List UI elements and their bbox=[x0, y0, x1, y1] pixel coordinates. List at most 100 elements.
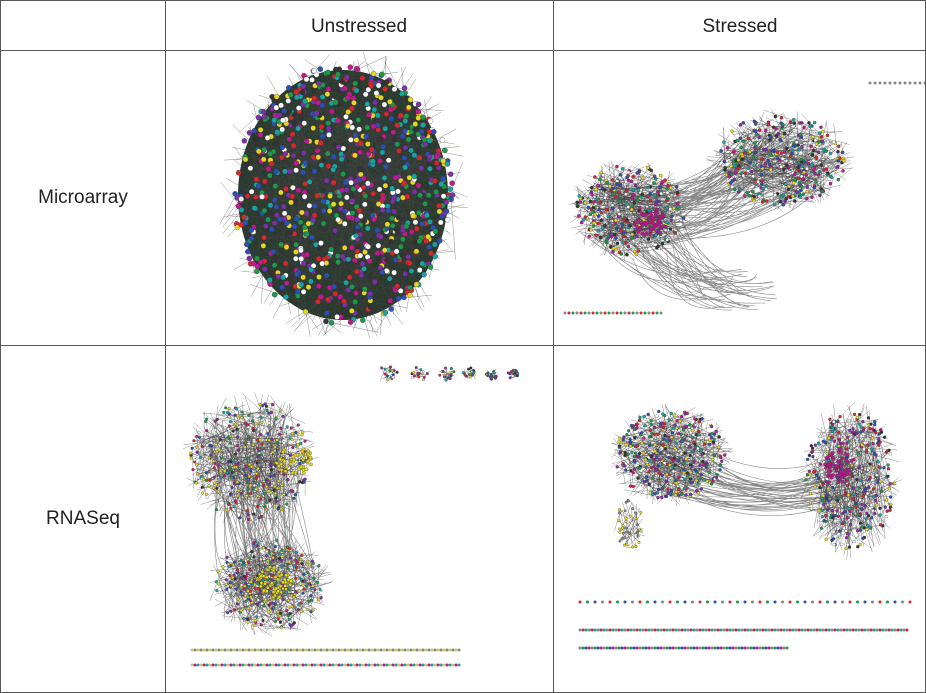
network-node bbox=[303, 439, 307, 443]
network-node bbox=[349, 308, 355, 314]
network-node bbox=[314, 147, 321, 154]
network-node bbox=[805, 196, 809, 201]
network-node bbox=[885, 498, 889, 502]
network-node bbox=[882, 465, 886, 470]
isolated-node bbox=[620, 628, 624, 632]
network-node bbox=[870, 516, 874, 520]
network-node bbox=[769, 128, 773, 133]
network-node bbox=[361, 266, 367, 272]
network-node bbox=[798, 192, 802, 196]
isolated-node bbox=[713, 600, 717, 604]
network-node bbox=[289, 579, 293, 583]
network-node bbox=[598, 177, 602, 182]
network-node bbox=[794, 140, 799, 144]
network-node bbox=[872, 451, 877, 456]
network-node bbox=[813, 443, 817, 447]
network-node bbox=[620, 537, 624, 541]
network-node bbox=[298, 281, 305, 288]
network-node bbox=[665, 186, 669, 191]
network-node bbox=[295, 293, 301, 299]
network-node bbox=[252, 512, 256, 516]
network-node bbox=[400, 194, 406, 201]
network-node bbox=[207, 456, 211, 460]
network-node bbox=[261, 483, 265, 487]
network-node bbox=[191, 468, 195, 472]
isolated-node bbox=[295, 663, 299, 667]
network-node bbox=[751, 154, 756, 159]
isolated-node bbox=[211, 648, 215, 652]
network-node bbox=[409, 229, 415, 235]
network-node bbox=[677, 493, 681, 497]
network-node bbox=[233, 608, 237, 612]
network-node bbox=[343, 114, 349, 120]
network-node bbox=[842, 473, 847, 478]
network-node bbox=[420, 122, 426, 128]
network-node bbox=[848, 428, 852, 433]
network-node bbox=[410, 376, 414, 380]
network-node bbox=[634, 544, 638, 548]
network-node bbox=[411, 152, 418, 158]
network-node bbox=[304, 231, 310, 237]
network-node bbox=[841, 511, 845, 515]
network-node bbox=[764, 187, 768, 191]
network-links bbox=[630, 437, 879, 516]
network-node bbox=[317, 564, 321, 568]
network-node bbox=[877, 432, 881, 436]
network-node bbox=[837, 430, 841, 435]
network-node bbox=[629, 440, 633, 444]
network-node bbox=[426, 129, 433, 135]
isolated-node bbox=[812, 628, 816, 632]
network-node bbox=[821, 129, 825, 134]
network-node bbox=[275, 441, 279, 445]
isolated-node bbox=[737, 646, 741, 650]
network-node bbox=[769, 153, 773, 158]
network-node bbox=[353, 204, 360, 210]
network-node bbox=[627, 429, 631, 433]
network-node bbox=[390, 223, 396, 229]
isolated-node bbox=[644, 628, 648, 632]
isolated-node bbox=[199, 663, 203, 667]
network-node bbox=[768, 135, 773, 139]
network-node bbox=[311, 584, 315, 588]
network-node bbox=[311, 95, 318, 101]
network-node bbox=[877, 437, 881, 441]
isolated-node bbox=[436, 663, 440, 667]
network-node bbox=[643, 213, 647, 218]
network-node bbox=[831, 516, 835, 520]
network-node bbox=[667, 418, 671, 422]
network-node bbox=[701, 459, 705, 464]
isolated-node bbox=[603, 311, 607, 315]
network-node bbox=[340, 145, 347, 152]
network-node bbox=[417, 375, 421, 379]
network-node bbox=[892, 481, 897, 486]
isolated-node bbox=[418, 648, 422, 652]
network-node bbox=[325, 120, 331, 126]
network-node bbox=[837, 459, 842, 463]
network-node bbox=[245, 572, 249, 576]
network-node bbox=[665, 237, 669, 242]
network-node bbox=[735, 161, 739, 166]
network-node bbox=[200, 445, 204, 449]
isolated-node bbox=[337, 648, 341, 652]
network-node bbox=[600, 226, 605, 231]
network-node bbox=[274, 586, 278, 591]
network-node bbox=[817, 476, 821, 481]
network-node bbox=[671, 469, 676, 474]
network-node bbox=[508, 376, 512, 380]
isolated-node bbox=[433, 648, 437, 652]
isolated-node bbox=[578, 628, 582, 632]
network-node bbox=[273, 464, 277, 468]
network-node bbox=[294, 288, 301, 294]
network-node bbox=[845, 441, 849, 446]
network-node bbox=[248, 235, 255, 242]
isolated-node bbox=[319, 648, 323, 652]
isolated-node bbox=[403, 648, 407, 652]
network-node bbox=[406, 104, 412, 111]
isolated-node bbox=[578, 600, 582, 604]
network-node bbox=[325, 296, 331, 303]
network-node bbox=[347, 64, 354, 70]
isolated-node bbox=[701, 628, 705, 632]
network-node bbox=[234, 407, 238, 411]
isolated-node bbox=[340, 663, 344, 667]
network-node bbox=[229, 609, 233, 613]
